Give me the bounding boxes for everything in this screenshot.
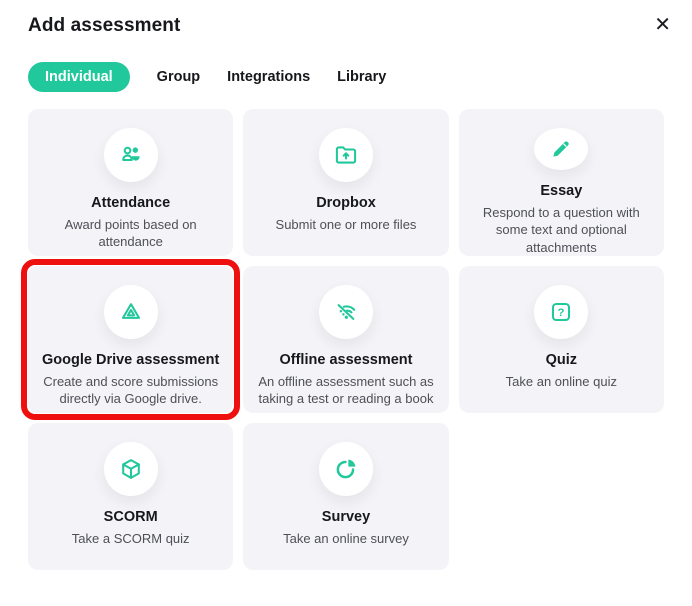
tab-group[interactable]: Group (157, 62, 201, 92)
close-icon[interactable]: ✕ (650, 11, 675, 39)
question-box-icon: ? (534, 285, 589, 339)
cube-icon (103, 442, 158, 496)
modal-title: Add assessment (28, 15, 181, 36)
card-description: Submit one or more files (275, 217, 417, 232)
card-offline-assessment[interactable]: Offline assessment An offline assessment… (243, 266, 449, 413)
modal-header: Add assessment ✕ (0, 0, 692, 37)
card-dropbox[interactable]: Dropbox Submit one or more files (243, 109, 449, 256)
add-assessment-modal: Add assessment ✕ Individual Group Integr… (0, 0, 692, 570)
people-icon (103, 128, 158, 182)
card-essay[interactable]: Essay Respond to a question with some te… (458, 109, 664, 256)
card-title: Google Drive assessment (42, 352, 220, 368)
card-title: Essay (540, 183, 583, 200)
card-description: Take an online survey (283, 531, 409, 546)
folder-upload-icon (318, 128, 373, 182)
card-google-drive-assessment[interactable]: Google Drive assessment Create and score… (21, 259, 241, 420)
card-survey[interactable]: Survey Take an online survey (243, 423, 449, 570)
assessment-grid: Attendance Award points based on attenda… (21, 109, 664, 570)
tab-library[interactable]: Library (337, 62, 386, 92)
google-drive-icon (103, 285, 158, 339)
wifi-off-icon (318, 285, 373, 339)
card-description: Create and score submissions directly vi… (43, 374, 219, 407)
card-title: Survey (321, 509, 371, 525)
pencil-icon (534, 128, 589, 171)
tab-individual[interactable]: Individual (28, 62, 130, 92)
card-scorm[interactable]: SCORM Take a SCORM quiz (28, 423, 234, 570)
svg-text:?: ? (558, 307, 565, 319)
tab-bar: Individual Group Integrations Library (28, 62, 692, 92)
card-title: Dropbox (316, 195, 376, 211)
card-description: Take a SCORM quiz (71, 531, 190, 546)
card-title: Offline assessment (279, 352, 413, 368)
card-description: Take an online quiz (505, 374, 617, 389)
card-description: Award points based on attendance (64, 217, 197, 250)
card-title: Attendance (91, 195, 171, 211)
card-description: Respond to a question with some text and… (482, 205, 640, 255)
tab-integrations[interactable]: Integrations (227, 62, 310, 92)
card-attendance[interactable]: Attendance Award points based on attenda… (28, 109, 234, 256)
card-quiz[interactable]: ? Quiz Take an online quiz (458, 266, 664, 413)
card-title: SCORM (103, 509, 158, 525)
pie-chart-icon (318, 442, 373, 496)
card-description: An offline assessment such as taking a t… (258, 374, 434, 407)
card-title: Quiz (545, 352, 578, 368)
